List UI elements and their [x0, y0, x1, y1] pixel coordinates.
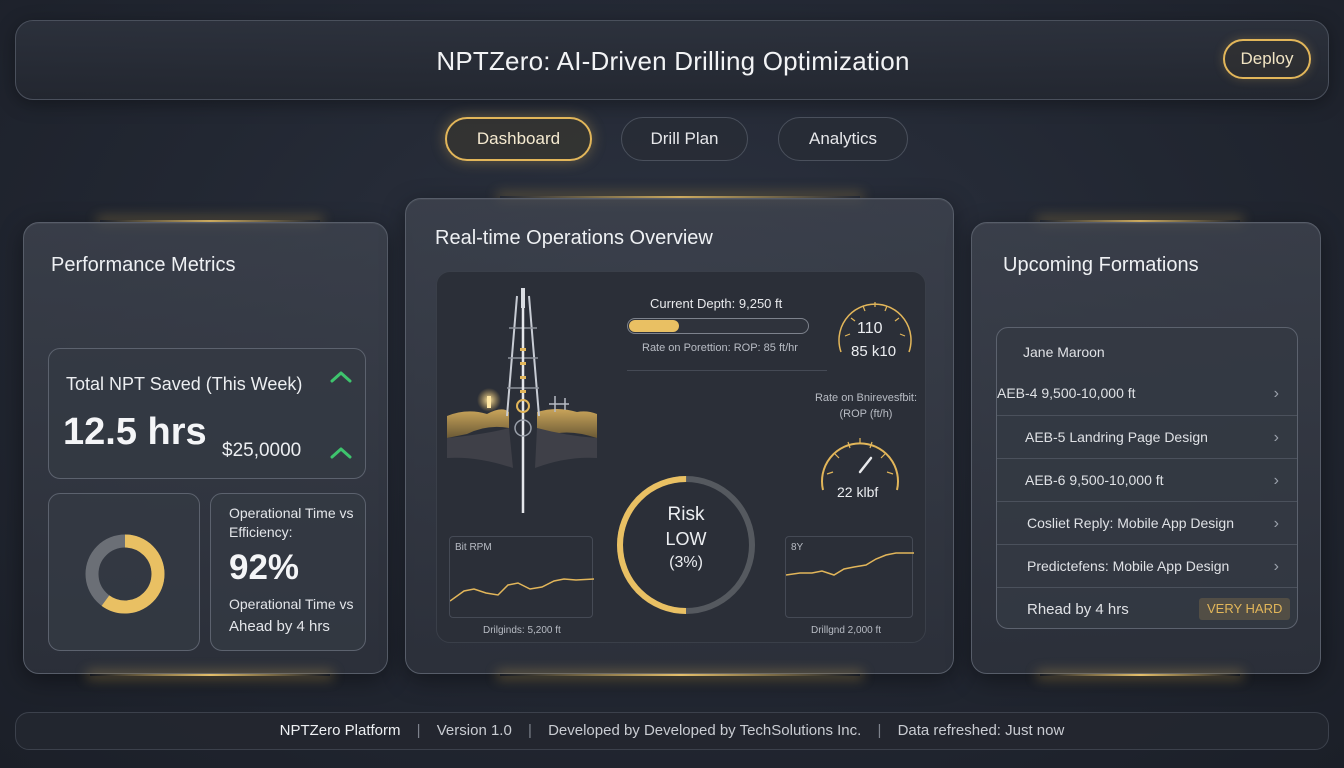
rate-caption-2: (ROP (ft/h) — [839, 408, 893, 420]
panel-glow — [90, 674, 330, 676]
formation-item-label: Predictefens: Mobile App Design — [1027, 558, 1230, 574]
tab-dashboard[interactable]: Dashboard — [445, 117, 592, 161]
panel-glow — [500, 196, 860, 198]
chevron-right-icon: › — [1273, 429, 1279, 446]
footer-brand: NPTZero — [279, 722, 341, 739]
bit-rpm-line — [450, 578, 594, 602]
depth-progress-bar — [627, 318, 809, 334]
rop-gauge — [838, 302, 912, 353]
weight-on-bit-gauge — [821, 438, 899, 491]
formations-panel: Upcoming Formations Jane Maroon AEB-4 9,… — [971, 222, 1321, 674]
npt-saved-value: 12.5 hrs — [63, 411, 207, 453]
wob-gauge-value: 22 klbf — [837, 484, 879, 500]
drilling-rig-illustration — [447, 288, 597, 513]
rop-caption: Rate on Porettion: ROP: 85 ft/hr — [642, 342, 798, 354]
operations-viewport: Current Depth: 9,250 ft Rate on Porettio… — [436, 271, 926, 643]
divider — [627, 370, 827, 371]
risk-ring — [617, 476, 755, 614]
formation-item[interactable]: Rhead by 4 hrs VERY HARD — [997, 587, 1297, 630]
bit-rpm-chart: Bit RPM — [449, 536, 594, 618]
formation-item[interactable]: Cosliet Reply: Mobile App Design › — [997, 501, 1297, 544]
depth-chart-title: 8Y — [791, 542, 804, 553]
formation-item-label: AEB-6 9,500-10,000 ft — [1025, 472, 1164, 488]
depth-progress-fill — [629, 320, 679, 332]
risk-label: Risk — [667, 504, 705, 525]
bit-rpm-chart-caption: Drilginds: 5,200 ft — [483, 625, 561, 636]
footer-version: Version 1.0 — [436, 722, 512, 739]
formation-item[interactable]: AEB-4 9,500-10,000 ft › — [997, 372, 1297, 415]
footer: NPTZero Platform | Version 1.0 | Develop… — [15, 712, 1329, 750]
formation-item[interactable]: Predictefens: Mobile App Design › — [997, 544, 1297, 587]
npt-saved-card: Total NPT Saved (This Week) 12.5 hrs $25… — [48, 348, 366, 479]
efficiency-label: Operational Time vs Efficiency: — [229, 505, 354, 540]
donut-value-arc — [85, 534, 165, 614]
formation-item-label: Rhead by 4 hrs — [1027, 601, 1129, 618]
tab-drill-plan[interactable]: Drill Plan — [621, 117, 748, 161]
formations-title: Upcoming Formations — [1003, 254, 1199, 276]
app-header: NPTZero: AI-Driven Drilling Optimization… — [15, 20, 1329, 100]
formations-list-header: Jane Maroon — [1023, 344, 1105, 360]
gauge-needle — [858, 456, 873, 474]
footer-developer: Developed by Developed by TechSolutions … — [548, 722, 862, 739]
app-title: NPTZero: AI-Driven Drilling Optimization — [436, 46, 910, 76]
panel-glow — [500, 674, 860, 676]
chevron-right-icon: › — [1273, 558, 1279, 575]
formation-item-label: AEB-4 9,500-10,000 ft — [997, 385, 1136, 401]
current-depth-label: Current Depth: 9,250 ft — [650, 296, 783, 311]
npt-saved-label: Total NPT Saved (This Week) — [66, 374, 303, 394]
cost-savings-value: $25,0000 — [222, 440, 302, 461]
risk-value-arc — [617, 476, 755, 614]
risk-level: LOW — [665, 529, 707, 549]
performance-panel: Performance Metrics Total NPT Saved (Thi… — [23, 222, 388, 674]
formations-list: Jane Maroon AEB-4 9,500-10,000 ft › AEB-… — [996, 327, 1298, 629]
efficiency-donut-chart — [85, 534, 165, 614]
formation-item-label: AEB-5 Landring Page Design — [1025, 429, 1208, 445]
operations-panel: Real-time Operations Overview — [405, 198, 954, 674]
performance-title: Performance Metrics — [51, 254, 236, 276]
ahead-by-text: Ahead by 4 hrs — [229, 618, 330, 635]
trend-up-icon — [330, 447, 352, 459]
depth-line — [786, 552, 914, 576]
risk-percent: (3%) — [669, 554, 703, 571]
formation-item[interactable]: AEB-6 9,500-10,000 ft › — [997, 458, 1297, 501]
tab-analytics[interactable]: Analytics — [778, 117, 908, 161]
efficiency-sub-label: Operational Time vs — [229, 596, 354, 612]
trend-up-icon — [330, 371, 352, 383]
formation-item[interactable]: AEB-5 Landring Page Design › — [997, 415, 1297, 458]
chevron-right-icon: › — [1273, 515, 1279, 532]
panel-glow — [1040, 220, 1240, 222]
depth-chart-caption: Drillgnd 2,000 ft — [811, 625, 882, 636]
panel-glow — [1040, 674, 1240, 676]
efficiency-card: Operational Time vs Efficiency: 92% Oper… — [210, 493, 366, 651]
footer-refreshed: Data refreshed: Just now — [897, 722, 1065, 739]
difficulty-badge: VERY HARD — [1199, 598, 1291, 620]
panel-glow — [100, 220, 320, 222]
formation-item-label: Cosliet Reply: Mobile App Design — [1027, 515, 1234, 531]
depth-chart: 8Y — [785, 536, 914, 618]
chevron-right-icon: › — [1273, 472, 1279, 489]
operations-title: Real-time Operations Overview — [435, 227, 713, 249]
efficiency-value: 92% — [229, 548, 300, 587]
rate-caption-1: Rate on Bnirevesfbit: — [814, 392, 918, 404]
bit-rpm-chart-title: Bit RPM — [455, 542, 492, 553]
deploy-button[interactable]: Deploy — [1223, 39, 1311, 79]
footer-brand-suffix: Platform — [340, 722, 401, 739]
rop-gauge-value: 110 — [857, 320, 883, 337]
donut-card — [48, 493, 200, 651]
rop-gauge-unit: 85 k10 — [851, 343, 897, 360]
chevron-right-icon: › — [1273, 385, 1279, 402]
